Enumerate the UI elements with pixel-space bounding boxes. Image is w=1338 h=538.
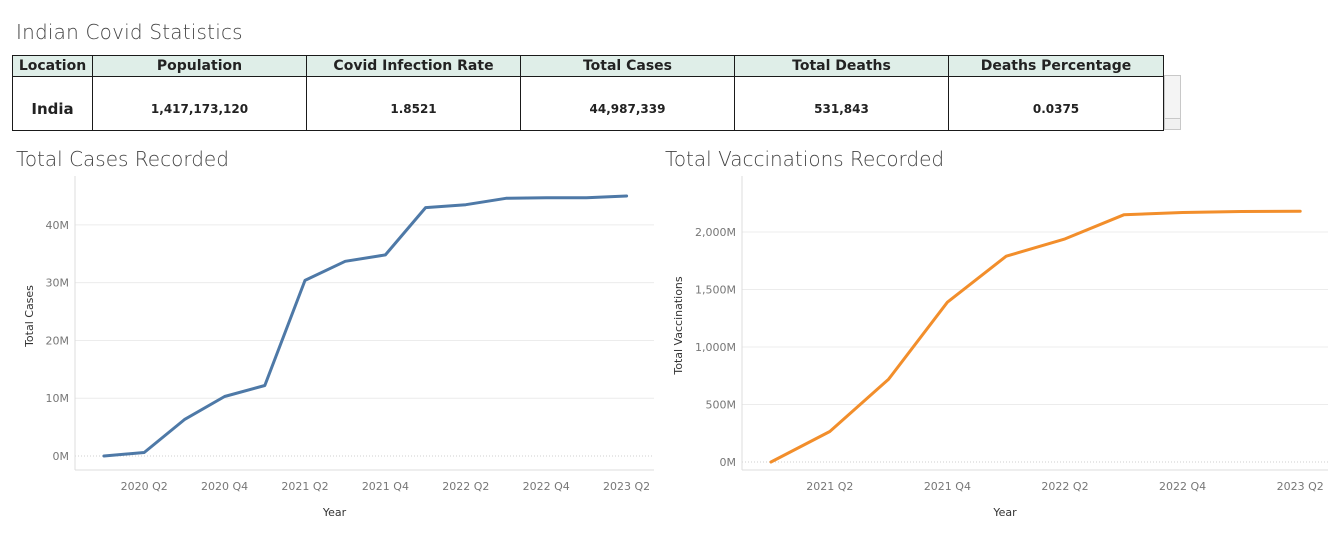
vaccinations-x-tick-label: 2022 Q2 (1041, 480, 1088, 493)
col-header-infection-rate[interactable]: Covid Infection Rate (306, 55, 521, 77)
cases-x-tick-label: 2022 Q2 (442, 480, 489, 493)
col-header-total-cases[interactable]: Total Cases (520, 55, 735, 77)
cases-x-tick-label: 2020 Q4 (201, 480, 248, 493)
vaccinations-chart-title: Total Vaccinations Recorded (665, 147, 945, 171)
table-header-row: Location Population Covid Infection Rate… (12, 55, 1164, 77)
cases-chart-title: Total Cases Recorded (16, 147, 229, 171)
cases-x-tick-label: 2023 Q2 (603, 480, 650, 493)
cases-x-tick-label: 2022 Q4 (523, 480, 570, 493)
cases-line-chart[interactable]: 0M 10M 20M 30M 40M 2020 Q2 2020 Q4 2021 Q2 2021 … (0, 176, 660, 538)
cell-infection-rate: 1.8521 (306, 76, 521, 131)
cell-deaths-percentage: 0.0375 (948, 76, 1164, 131)
cases-y-tick-label: 20M (46, 334, 70, 347)
vaccinations-x-tick-label: 2023 Q2 (1277, 480, 1324, 493)
cell-population: 1,417,173,120 (92, 76, 307, 131)
vaccinations-y-tick-label: 1,500M (695, 284, 736, 297)
col-header-total-deaths[interactable]: Total Deaths (734, 55, 949, 77)
cases-x-tick-label: 2020 Q2 (121, 480, 168, 493)
cases-x-tick-label: 2021 Q2 (281, 480, 328, 493)
cases-y-tick-label: 10M (46, 392, 70, 405)
page-title: Indian Covid Statistics (16, 20, 243, 44)
vaccinations-x-tick-label: 2021 Q4 (924, 480, 971, 493)
table-row[interactable]: India 1,417,173,120 1.8521 44,987,339 53… (12, 76, 1164, 131)
vaccinations-x-tick-label: 2022 Q4 (1159, 480, 1206, 493)
scrollbar-thumb[interactable] (1165, 76, 1180, 119)
col-header-location[interactable]: Location (12, 55, 93, 77)
col-header-deaths-percentage[interactable]: Deaths Percentage (948, 55, 1164, 77)
vaccinations-x-tick-label: 2021 Q2 (806, 480, 853, 493)
vaccinations-x-axis-title: Year (992, 506, 1017, 519)
vaccinations-y-tick-label: 1,000M (695, 341, 736, 354)
vaccinations-line-chart[interactable]: 0M 500M 1,000M 1,500M 2,000M 2021 Q2 2021 Q4 20… (0, 176, 1338, 538)
col-header-population[interactable]: Population (92, 55, 307, 77)
table-scrollbar[interactable] (1164, 75, 1181, 130)
cases-y-tick-label: 30M (46, 277, 70, 290)
vaccinations-y-tick-label: 2,000M (695, 226, 736, 239)
vaccinations-y-axis-title: Total Vaccinations (672, 276, 685, 376)
cell-total-cases: 44,987,339 (520, 76, 735, 131)
cases-y-tick-label: 0M (53, 450, 70, 463)
cases-x-axis-title: Year (322, 506, 347, 519)
vaccinations-y-tick-label: 500M (706, 399, 737, 412)
cell-total-deaths: 531,843 (734, 76, 949, 131)
stats-table: Location Population Covid Infection Rate… (12, 55, 1164, 131)
vaccinations-y-tick-label: 0M (720, 456, 737, 469)
cell-location: India (12, 76, 93, 131)
cases-series-line (102, 194, 629, 458)
cases-x-tick-label: 2021 Q4 (362, 480, 409, 493)
cases-y-axis-title: Total Cases (23, 285, 36, 348)
vaccinations-series-line (769, 209, 1302, 464)
cases-y-tick-label: 40M (46, 219, 70, 232)
